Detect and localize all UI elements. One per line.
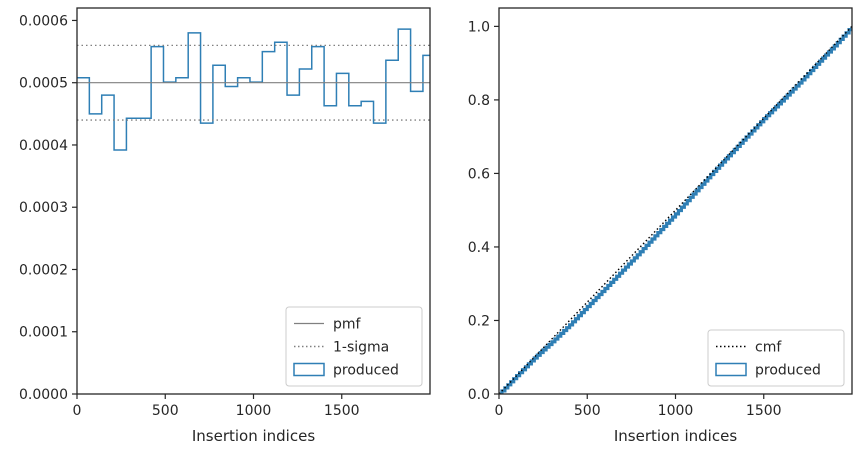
x-axis-title: Insertion indices — [192, 427, 315, 445]
y-tick-label: 0.2 — [468, 313, 490, 329]
y-tick-label: 0.0003 — [19, 200, 68, 216]
x-tick-label: 0 — [73, 403, 82, 419]
legend-box-swatch — [293, 362, 325, 377]
left-chart-panel: 0 500 1000 1500 0.0000 0.0001 0.0002 0.0003 0.00… — [19, 7, 431, 445]
x-axis-title: Insertion indices — [614, 427, 737, 445]
x-tick-label: 1500 — [746, 403, 782, 419]
x-tick-label: 1000 — [236, 403, 272, 419]
y-tick-label: 0.0006 — [19, 13, 68, 29]
y-tick-label: 0.6 — [468, 166, 490, 182]
legend-label: 1-sigma — [333, 340, 389, 356]
y-tick-label: 0.0004 — [19, 138, 68, 154]
legend-box — [285, 306, 423, 387]
x-tick-label: 1500 — [324, 403, 360, 419]
plot-area — [77, 28, 430, 151]
y-tick-label: 0.0001 — [19, 325, 68, 341]
legend-label: produced — [755, 363, 821, 379]
legend-box — [707, 329, 845, 387]
x-tick-label: 1000 — [658, 403, 694, 419]
legend: pmf 1-sigma produced — [285, 306, 423, 387]
legend: cmf produced — [707, 329, 845, 387]
y-tick-label: 0.0005 — [19, 76, 68, 92]
y-tick-label: 0.0002 — [19, 262, 68, 278]
legend-label: pmf — [333, 317, 362, 333]
x-tick-label: 0 — [495, 403, 504, 419]
cmf-line — [499, 25, 852, 394]
right-chart-panel: 0 500 1000 1500 0.0 0.2 0.4 0.6 0.8 1.0 Insertion … — [468, 7, 853, 445]
legend-label: produced — [333, 363, 399, 379]
plot-area — [499, 25, 852, 394]
x-tick-label: 500 — [574, 403, 601, 419]
produced-step-line — [77, 28, 430, 151]
x-tick-label: 500 — [152, 403, 179, 419]
produced-cumulative-line — [499, 26, 852, 394]
y-tick-label: 0.4 — [468, 240, 490, 256]
y-tick-label: 0.8 — [468, 93, 490, 109]
y-tick-label: 0.0000 — [19, 387, 68, 403]
y-tick-label: 0.0 — [468, 387, 490, 403]
legend-label: cmf — [755, 340, 782, 356]
legend-box-swatch — [715, 362, 747, 377]
y-tick-label: 1.0 — [468, 19, 490, 35]
